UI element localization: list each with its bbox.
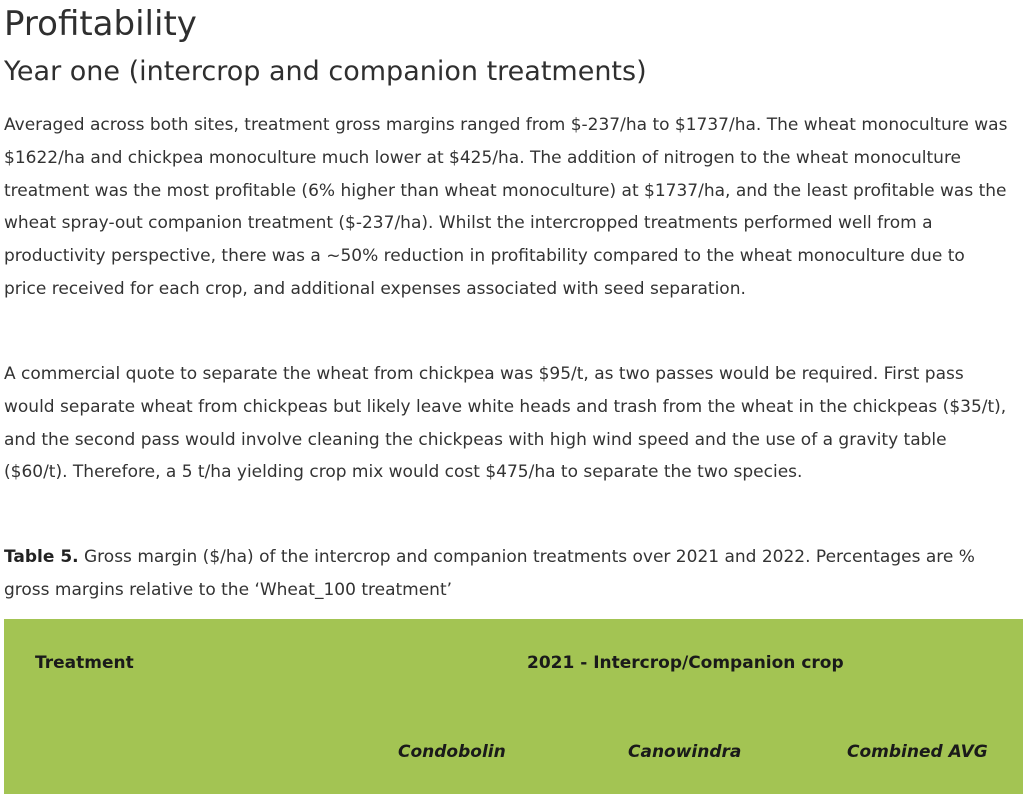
column-header-2021: 2021 - Intercrop/Companion crop [527,653,844,673]
page-title: Profitability [4,4,197,44]
gross-margin-table-header: Treatment 2021 - Intercrop/Companion cro… [4,619,1023,794]
paragraph-separation-cost: A commercial quote to separate the wheat… [4,364,1007,483]
section-subtitle: Year one (intercrop and companion treatm… [4,56,647,87]
table-caption: Table 5. Gross margin ($/ha) of the inte… [4,541,1009,607]
table-caption-label: Table 5. [4,547,79,567]
table-caption-text: Gross margin ($/ha) of the intercrop and… [4,547,975,600]
column-header-canowindra: Canowindra [628,742,742,762]
paragraph-gross-margins: Averaged across both sites, treatment gr… [4,115,1008,299]
column-header-condobolin: Condobolin [398,742,506,762]
column-header-combined-avg: Combined AVG [847,742,988,762]
column-header-treatment: Treatment [35,653,134,673]
